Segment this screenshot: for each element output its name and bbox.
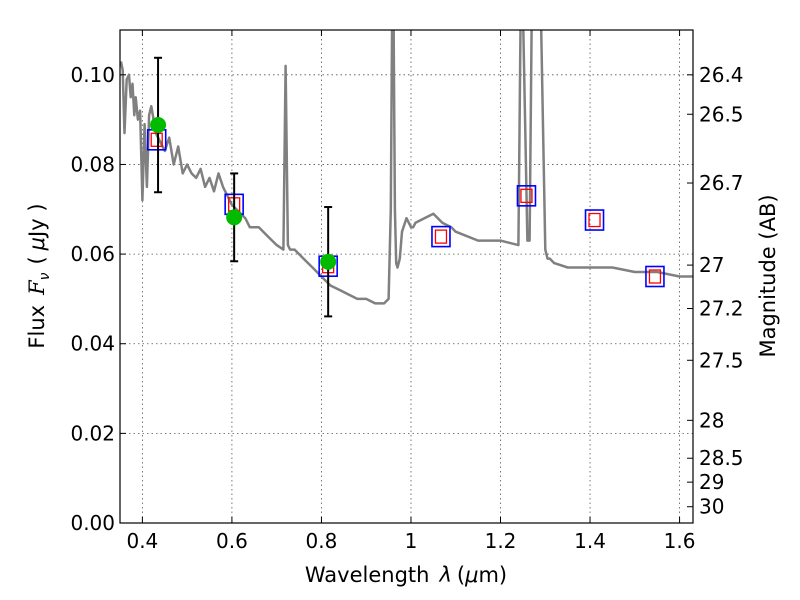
mag-tick-label: 26.4	[699, 63, 744, 87]
mag-tick-label: 26.5	[699, 102, 744, 126]
mag-tick-label: 29	[699, 470, 724, 494]
model-square	[431, 225, 451, 248]
model-square	[584, 209, 605, 231]
plot-frame	[119, 29, 694, 524]
x-tick-label: 1.4	[574, 529, 606, 553]
x-tick-label: 1.6	[664, 529, 696, 553]
y-tick-label: 0.00	[70, 511, 115, 535]
x-tick-label: 0.6	[216, 529, 248, 553]
y-tick-label: 0.10	[70, 63, 115, 87]
model-square-inner	[434, 229, 448, 244]
model-square	[645, 265, 665, 288]
mag-tick-label: 27.2	[699, 296, 744, 320]
observed-point	[150, 117, 167, 134]
grid	[120, 30, 693, 524]
model-square	[516, 185, 537, 207]
model-square-inner	[588, 212, 601, 228]
y-axis-label: FluxFν(μJy )	[25, 203, 53, 348]
model-square-inner	[150, 132, 163, 147]
x-tick-label: 1	[405, 529, 418, 553]
observed-point	[320, 253, 337, 270]
mag-tick-label: 27.5	[699, 348, 744, 372]
mag-tick-label: 28.5	[699, 446, 744, 470]
x-tick-label: 0.4	[126, 529, 158, 553]
observed-point	[226, 209, 243, 226]
model-square-inner	[648, 269, 662, 284]
x-tick-label: 1.2	[485, 529, 517, 553]
y-tick-label: 0.02	[70, 421, 115, 445]
model-square-inner	[520, 188, 533, 203]
x-axis-label: Wavelength λ (μm)	[305, 563, 507, 587]
mag-tick-label: 26.7	[699, 171, 744, 195]
mag-tick-label: 27	[699, 253, 724, 277]
markers	[146, 56, 665, 318]
mag-tick-label: 30	[699, 495, 724, 519]
y2-axis-label: Magnitude (AB)	[756, 194, 780, 357]
mag-tick-label: 28	[699, 408, 724, 432]
axes-ticks: 0.4 0.6 0.8 1 1.2 1.4 1.6 0.00 0.02 0.04 0.06 0.08 0…	[70, 30, 744, 553]
y-tick-label: 0.04	[70, 332, 115, 356]
y-tick-label: 0.08	[70, 152, 115, 176]
y-tick-label: 0.06	[70, 242, 115, 266]
x-tick-label: 0.8	[306, 529, 338, 553]
